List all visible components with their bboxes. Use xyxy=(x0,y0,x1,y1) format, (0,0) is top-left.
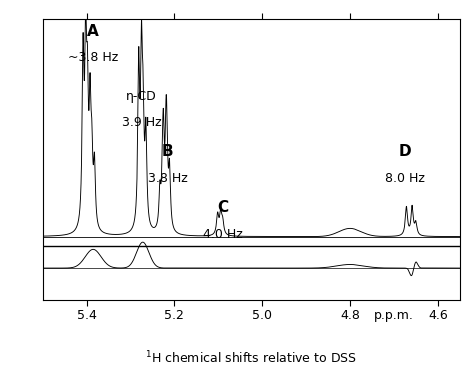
Text: B: B xyxy=(162,144,173,159)
Text: 5.0: 5.0 xyxy=(252,309,272,322)
Text: 3.8 Hz: 3.8 Hz xyxy=(148,172,188,185)
Text: 5.4: 5.4 xyxy=(77,309,97,322)
Text: D: D xyxy=(399,144,411,159)
Text: A: A xyxy=(87,24,99,39)
Text: 8.0 Hz: 8.0 Hz xyxy=(385,172,425,185)
Text: $^{1}$H chemical shifts relative to DSS: $^{1}$H chemical shifts relative to DSS xyxy=(145,350,357,367)
Text: ~3.8 Hz: ~3.8 Hz xyxy=(68,51,118,64)
Text: p.p.m.: p.p.m. xyxy=(374,309,414,322)
Text: 3.9 Hz: 3.9 Hz xyxy=(122,116,161,129)
Text: C: C xyxy=(217,200,228,215)
Text: 5.2: 5.2 xyxy=(164,309,184,322)
Text: 4.0 Hz: 4.0 Hz xyxy=(203,228,243,241)
Text: 4.6: 4.6 xyxy=(428,309,448,322)
Text: 4.8: 4.8 xyxy=(340,309,360,322)
Text: η-CD: η-CD xyxy=(126,90,157,103)
